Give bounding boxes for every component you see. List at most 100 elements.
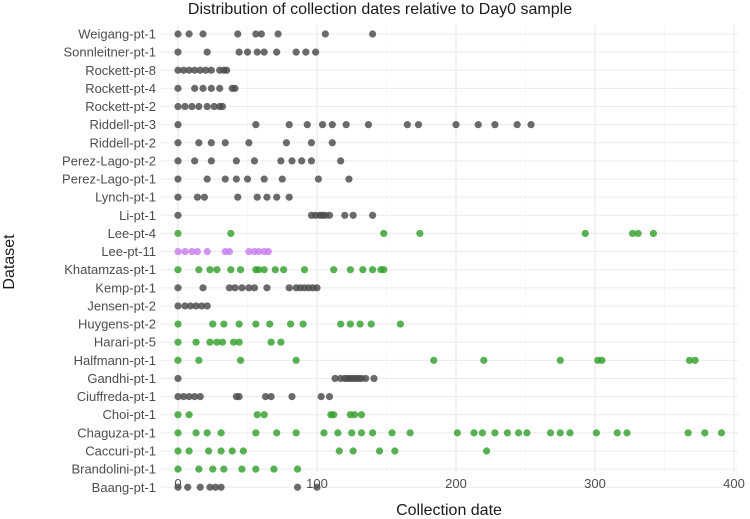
data-point (263, 284, 271, 292)
data-point (470, 429, 478, 437)
data-point (345, 175, 353, 183)
data-point (503, 429, 512, 437)
data-point (253, 48, 261, 56)
data-point (491, 121, 499, 129)
data-point (288, 393, 296, 401)
data-point (317, 393, 325, 401)
data-point (328, 139, 336, 147)
data-point (273, 193, 281, 201)
data-point (634, 229, 642, 238)
data-point (482, 447, 491, 455)
data-point (527, 121, 535, 129)
data-point (302, 48, 310, 56)
data-point (260, 411, 268, 419)
data-point (406, 429, 414, 437)
data-point (185, 447, 193, 455)
data-point (231, 284, 239, 292)
data-point (179, 393, 188, 401)
data-point (195, 266, 203, 274)
y-tick-label: Perez-Lago-pt-1 (62, 172, 156, 187)
data-point (191, 393, 199, 401)
data-point (252, 320, 260, 328)
data-point (174, 139, 182, 147)
data-point (193, 193, 202, 201)
data-point (330, 266, 338, 274)
data-point (566, 429, 574, 437)
data-point (318, 121, 327, 129)
x-tick-label: 400 (723, 476, 745, 491)
data-point (181, 102, 189, 111)
y-tick-label: Khatamzas-pt-1 (64, 262, 156, 277)
data-point (649, 229, 657, 238)
data-point (321, 30, 329, 38)
data-point (480, 356, 488, 364)
data-point (253, 411, 261, 419)
data-point (416, 229, 424, 238)
y-tick-label: Weigang-pt-1 (78, 27, 156, 42)
data-point (331, 374, 339, 383)
data-point (278, 175, 286, 183)
data-point (174, 483, 182, 491)
chart-title: Distribution of collection dates relativ… (188, 1, 572, 18)
data-point (364, 121, 373, 129)
data-point (369, 30, 377, 38)
data-point (328, 121, 336, 129)
data-point (207, 66, 215, 74)
data-point (350, 411, 359, 419)
data-point (346, 266, 354, 274)
data-point (514, 429, 523, 437)
data-point (174, 411, 182, 419)
data-point (174, 48, 182, 56)
data-point (232, 157, 240, 165)
x-tick-label: 0 (174, 476, 181, 491)
data-point (592, 429, 600, 437)
data-point (357, 411, 366, 419)
y-tick-label: Riddell-pt-3 (90, 117, 156, 132)
data-point (277, 157, 285, 165)
data-point (396, 320, 404, 328)
data-point (206, 266, 214, 274)
data-point (220, 320, 228, 328)
data-point (252, 429, 260, 437)
data-point (195, 139, 203, 147)
data-point (181, 247, 189, 256)
data-point (206, 483, 214, 491)
y-tick-label: Rockett-pt-4 (85, 81, 156, 96)
data-point (203, 429, 211, 437)
data-point (380, 229, 388, 238)
data-point (195, 465, 203, 473)
data-point (232, 175, 240, 183)
y-tick-label: Choi-pt-1 (103, 407, 156, 422)
data-point (191, 84, 199, 92)
data-point (430, 356, 438, 364)
y-tick-labels: Weigang-pt-1 Sonnleitner-pt-1 Rockett-pt-8… (62, 27, 156, 495)
data-point (221, 139, 229, 147)
data-point (342, 121, 350, 129)
y-tick-label: Huygens-pt-2 (78, 317, 156, 332)
data-point (221, 175, 229, 183)
data-point (314, 175, 322, 183)
data-point (235, 320, 243, 328)
data-point (207, 84, 215, 92)
data-point (200, 193, 209, 201)
x-tick-label: 300 (584, 476, 606, 491)
data-point (598, 356, 606, 364)
data-point (556, 356, 564, 364)
data-point (581, 229, 589, 238)
data-point (199, 84, 207, 92)
data-point (227, 266, 235, 274)
data-point (255, 266, 263, 274)
data-point (174, 121, 182, 129)
data-point (174, 302, 182, 310)
data-point (270, 465, 278, 473)
data-point (234, 30, 242, 38)
data-point (202, 66, 210, 74)
data-point (185, 411, 193, 419)
data-point (218, 338, 227, 346)
data-point (356, 320, 364, 328)
data-point (174, 447, 182, 455)
data-point (174, 338, 182, 346)
y-tick-label: Rockett-pt-8 (85, 63, 156, 78)
x-axis-label: Collection date (396, 502, 502, 519)
x-tick-label: 100 (306, 476, 328, 491)
